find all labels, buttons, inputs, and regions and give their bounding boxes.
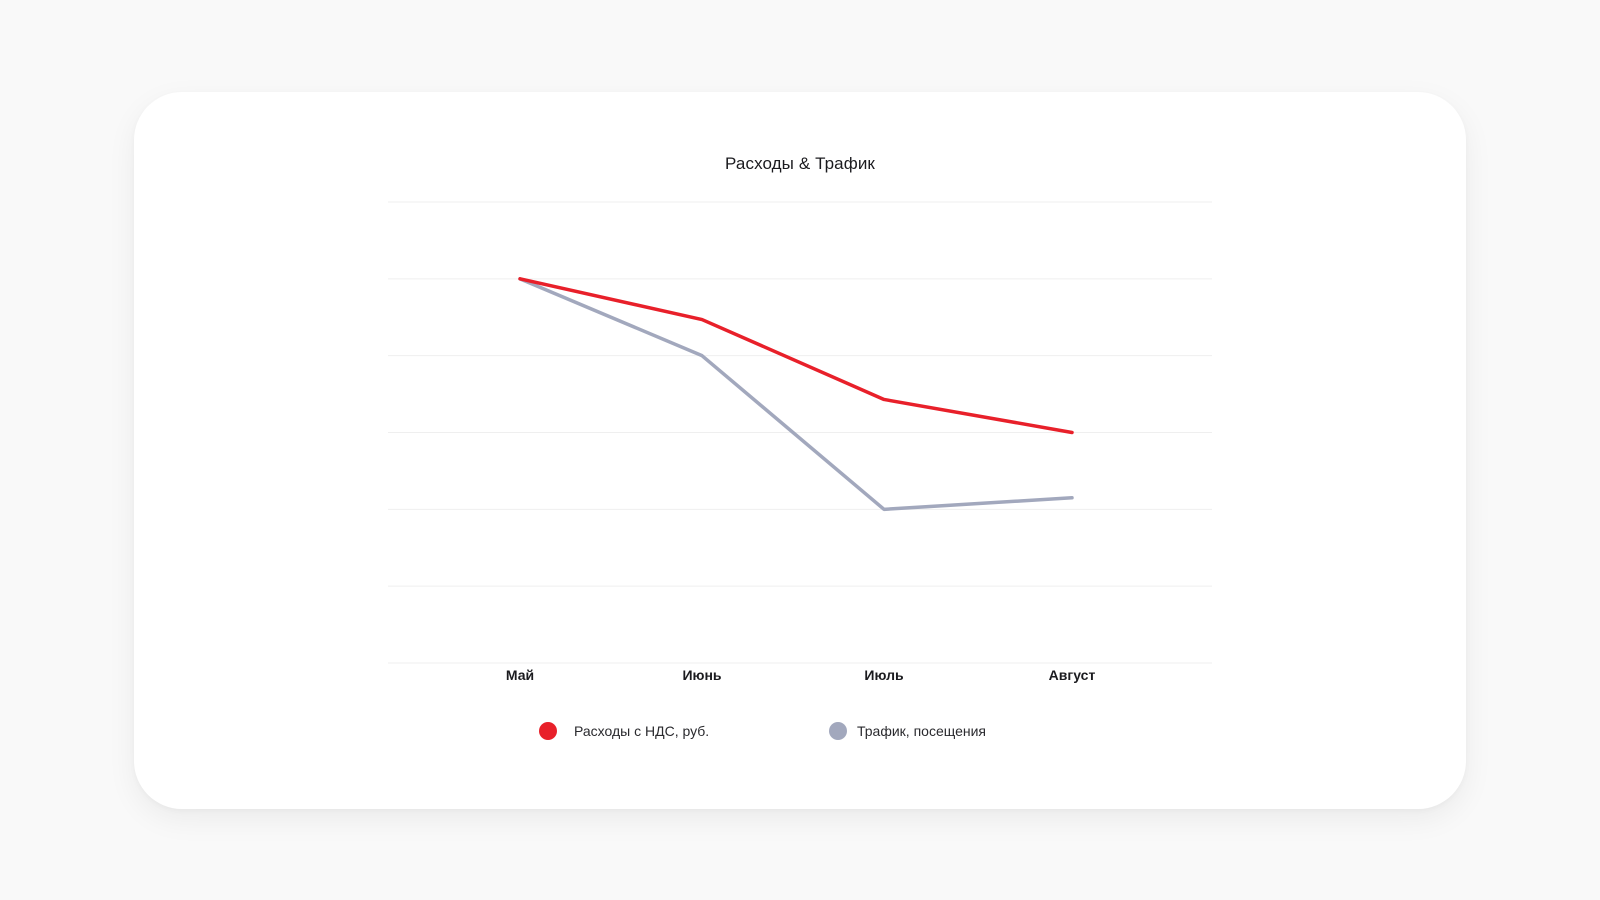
- x-axis-ticks: Май Июнь Июль Август: [506, 667, 1096, 683]
- legend-item-traffic[interactable]: Трафик, посещения: [829, 720, 986, 742]
- legend-marker-expenses: [539, 722, 557, 740]
- legend-label-traffic: Трафик, посещения: [857, 723, 987, 739]
- chart-card: Расходы & Трафик Май Июнь Июль Август Расхо…: [134, 92, 1466, 809]
- x-tick-label: Июль: [864, 667, 904, 683]
- legend-item-expenses[interactable]: Расходы с НДС, руб.: [539, 720, 709, 742]
- line-chart: Май Июнь Июль Август: [388, 201, 1212, 683]
- legend-marker-traffic: [829, 722, 847, 740]
- x-tick-label: Август: [1049, 667, 1096, 683]
- series-lines: [518, 277, 1074, 512]
- series-line-expenses[interactable]: [518, 277, 1074, 435]
- x-tick-label: Май: [506, 667, 534, 683]
- chart-title: Расходы & Трафик: [725, 154, 875, 173]
- x-tick-label: Июнь: [682, 667, 721, 683]
- series-line-traffic[interactable]: [518, 277, 1074, 512]
- gridlines: [388, 201, 1212, 664]
- legend-label-expenses: Расходы с НДС, руб.: [574, 723, 710, 739]
